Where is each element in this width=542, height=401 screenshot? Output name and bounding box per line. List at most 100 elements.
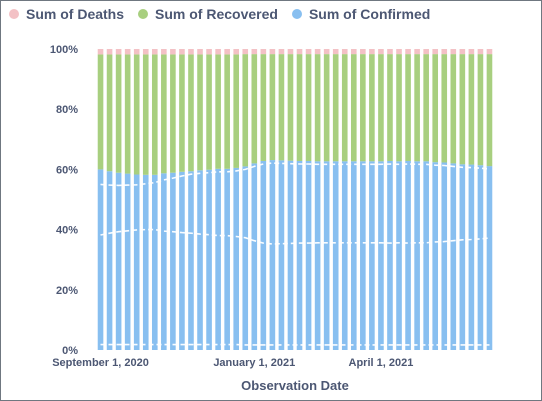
bar-sum-of-recovered (278, 54, 285, 161)
bar-sum-of-deaths (206, 49, 212, 55)
bar-sum-of-deaths (224, 49, 230, 55)
bar-sum-of-deaths (314, 49, 321, 55)
legend-dot-deaths (9, 9, 19, 19)
bar-sum-of-deaths (161, 49, 167, 55)
bar-sum-of-confirmed (450, 163, 457, 350)
bar-sum-of-recovered (332, 54, 339, 162)
bar-sum-of-deaths (124, 49, 131, 55)
bar-sum-of-recovered (459, 54, 466, 165)
bar-sum-of-confirmed (260, 160, 267, 350)
bar-sum-of-deaths (414, 49, 420, 55)
bar-sum-of-recovered (432, 54, 439, 163)
bar-sum-of-recovered (296, 54, 303, 161)
bar-sum-of-deaths (179, 49, 185, 55)
bar-sum-of-deaths (151, 49, 158, 55)
bar-sum-of-deaths (432, 49, 439, 55)
bar-sum-of-confirmed (251, 163, 258, 350)
bar-sum-of-confirmed (332, 161, 339, 350)
bar-sum-of-deaths (396, 49, 402, 55)
legend-dot-confirmed (291, 9, 302, 19)
y-tick-label: 20% (56, 285, 78, 297)
bar-sum-of-confirmed (432, 162, 439, 350)
bar-sum-of-confirmed (133, 174, 140, 350)
bar-sum-of-confirmed (242, 166, 249, 350)
bar-sum-of-deaths (468, 49, 475, 55)
bar-sum-of-recovered (396, 54, 402, 162)
bar-sum-of-recovered (378, 54, 384, 162)
bar-sum-of-deaths (323, 49, 330, 55)
bar-sum-of-deaths (305, 49, 312, 55)
bar-sum-of-recovered (350, 54, 357, 162)
bar-sum-of-confirmed (369, 161, 375, 350)
bar-sum-of-confirmed (341, 161, 348, 350)
legend-dot-recovered (138, 9, 149, 19)
legend-item-recovered[interactable]: Sum of Recovered (138, 6, 278, 22)
bar-sum-of-recovered (224, 54, 230, 169)
y-tick-label: 0% (62, 345, 78, 357)
bar-sum-of-recovered (197, 54, 203, 171)
x-tick-label: April 1, 2021 (349, 357, 414, 369)
bar-sum-of-deaths (97, 49, 104, 55)
bar-sum-of-recovered (441, 54, 448, 163)
bar-sum-of-deaths (260, 49, 267, 55)
trend-line-confirmed (100, 162, 490, 187)
bar-sum-of-confirmed (179, 171, 185, 350)
bar-sum-of-confirmed (405, 160, 411, 350)
bar-sum-of-recovered (115, 54, 122, 173)
y-tick-label: 80% (56, 104, 78, 116)
bar-sum-of-confirmed (378, 161, 384, 350)
bar-sum-of-recovered (179, 54, 185, 172)
bar-sum-of-recovered (341, 54, 348, 162)
bar-sum-of-confirmed (188, 171, 194, 350)
legend-item-deaths[interactable]: Sum of Deaths (9, 6, 124, 22)
bar-sum-of-deaths (296, 49, 303, 55)
bar-sum-of-deaths (450, 49, 457, 55)
bar-sum-of-recovered (287, 54, 294, 161)
bar-sum-of-confirmed (477, 165, 484, 350)
bar-sum-of-confirmed (278, 160, 285, 350)
bar-sum-of-confirmed (423, 161, 429, 350)
bar-sum-of-recovered (242, 54, 249, 167)
bar-sum-of-confirmed (414, 161, 420, 350)
bar-sum-of-deaths (115, 49, 122, 55)
bar-sum-of-confirmed (323, 161, 330, 350)
bar-sum-of-recovered (387, 54, 393, 161)
bar-sum-of-confirmed (224, 168, 230, 350)
bar-sum-of-deaths (215, 49, 221, 55)
bar-sum-of-deaths (405, 49, 411, 55)
bar-sum-of-deaths (233, 49, 240, 55)
bar-sum-of-recovered (260, 54, 267, 161)
bar-sum-of-recovered (188, 54, 194, 172)
legend-item-confirmed[interactable]: Sum of Confirmed (291, 6, 430, 22)
bar-sum-of-recovered (133, 54, 140, 175)
bar-sum-of-recovered (477, 54, 484, 166)
bar-sum-of-confirmed (106, 171, 113, 350)
bar-sum-of-confirmed (151, 174, 158, 350)
bar-sum-of-deaths (378, 49, 384, 55)
bar-sum-of-confirmed (387, 160, 393, 350)
bar-sum-of-deaths (360, 49, 366, 55)
bar-sum-of-recovered (170, 54, 176, 173)
bar-sum-of-deaths (242, 49, 249, 55)
legend-label-recovered: Sum of Recovered (155, 6, 278, 22)
bar-sum-of-confirmed (206, 169, 212, 350)
bar-sum-of-recovered (142, 54, 149, 175)
bar-sum-of-recovered (468, 54, 475, 165)
bar-sum-of-recovered (369, 54, 375, 162)
bar-sum-of-recovered (360, 54, 366, 162)
bar-sum-of-deaths (387, 49, 393, 55)
bar-sum-of-recovered (106, 54, 113, 172)
bar-sum-of-deaths (106, 49, 113, 55)
bar-sum-of-deaths (369, 49, 375, 55)
bar-sum-of-confirmed (468, 164, 475, 350)
bar-sum-of-deaths (197, 49, 203, 55)
bar-sum-of-confirmed (441, 162, 448, 350)
bar-sum-of-recovered (161, 54, 167, 174)
x-tick-label: September 1, 2020 (52, 357, 149, 369)
bar-sum-of-deaths (188, 49, 194, 55)
bar-sum-of-confirmed (396, 161, 402, 350)
bar-sum-of-confirmed (486, 166, 493, 350)
bar-sum-of-confirmed (459, 164, 466, 350)
bar-sum-of-recovered (269, 54, 276, 161)
